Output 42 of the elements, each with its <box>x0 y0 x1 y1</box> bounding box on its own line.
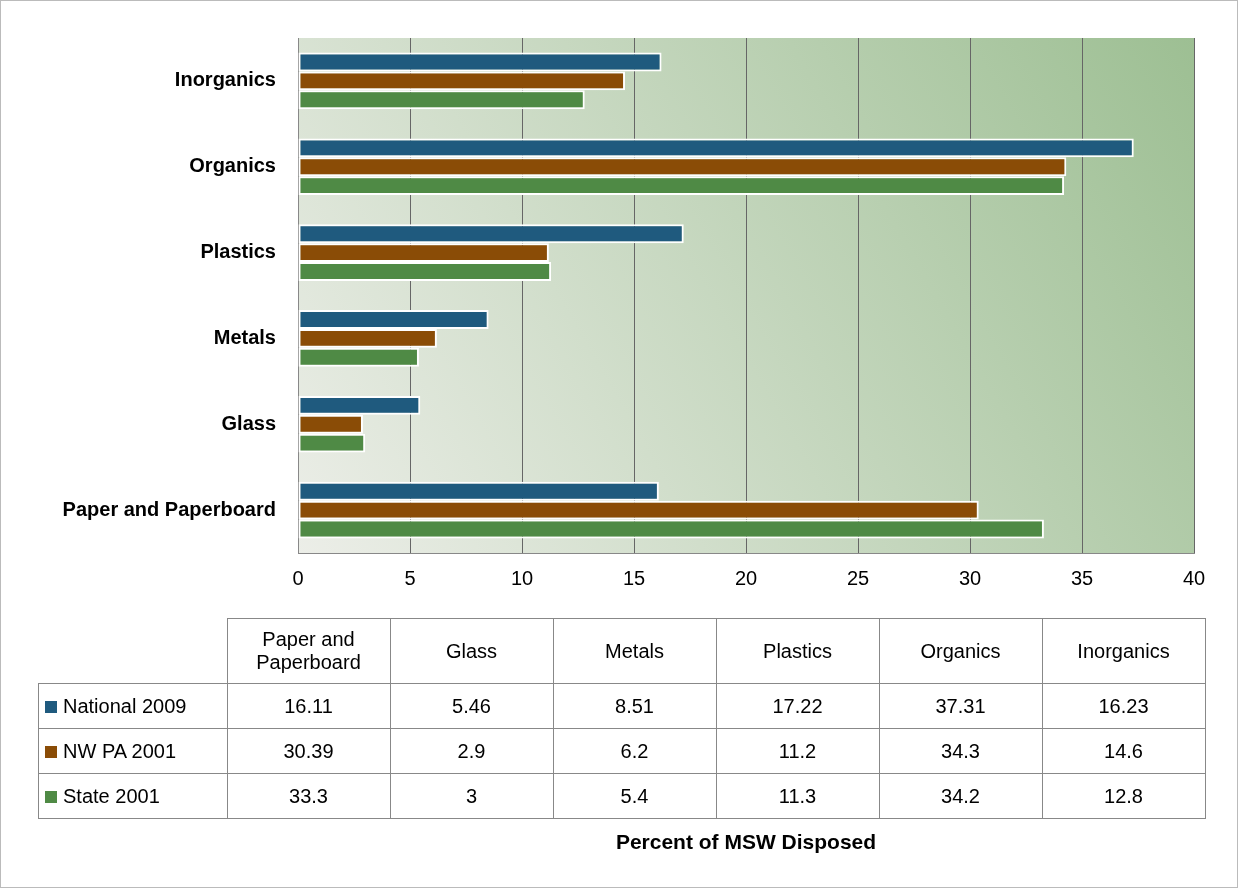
data-label: 12.8 <box>1042 773 1205 819</box>
y-tick-label: Plastics <box>200 240 276 263</box>
category-label: Organics <box>879 618 1042 684</box>
data-label: 11.2 <box>716 728 879 774</box>
data-label: 17.22 <box>716 683 879 729</box>
y-tick-label: Organics <box>189 154 276 177</box>
category-label: Inorganics <box>1042 618 1205 684</box>
data-label: 33.3 <box>227 773 390 819</box>
y-tick-label: Glass <box>221 411 276 434</box>
data-label: 37.31 <box>879 683 1042 729</box>
data-label: 34.3 <box>879 728 1042 774</box>
data-label: 11.3 <box>716 773 879 819</box>
category-label: Metals <box>553 618 716 684</box>
x-tick-label: 15 <box>622 566 646 589</box>
x-tick-label: 5 <box>404 566 416 589</box>
x-tick-label: 20 <box>734 566 758 589</box>
data-label: 14.6 <box>1042 728 1205 774</box>
y-tick-label: Paper and Paperboard <box>62 497 276 520</box>
data-label: 16.11 <box>227 683 390 729</box>
x-tick-label: 35 <box>1070 566 1094 589</box>
x-tick-label: 30 <box>958 566 982 589</box>
category-label: Plastics <box>716 618 879 684</box>
x-tick-label: 10 <box>510 566 534 589</box>
text: Percent of MSW Disposed <box>614 830 878 854</box>
y-tick-label: Metals <box>213 325 276 348</box>
data-label: 5.46 <box>390 683 553 729</box>
data-label: 3 <box>390 773 553 819</box>
x-tick-label: 0 <box>292 566 304 589</box>
legend-label: State 2001 <box>38 773 227 819</box>
category-label: Glass <box>390 618 553 684</box>
data-label: 5.4 <box>553 773 716 819</box>
data-label: 6.2 <box>553 728 716 774</box>
legend-label: National 2009 <box>38 683 227 729</box>
data-label: 2.9 <box>390 728 553 774</box>
data-label: 34.2 <box>879 773 1042 819</box>
x-tick-label: 25 <box>846 566 870 589</box>
x-tick-label: 40 <box>1182 566 1206 589</box>
legend-label: NW PA 2001 <box>38 728 227 774</box>
y-tick-label: Inorganics <box>174 68 276 91</box>
data-label: 8.51 <box>553 683 716 729</box>
data-label: 30.39 <box>227 728 390 774</box>
data-label: 16.23 <box>1042 683 1205 729</box>
